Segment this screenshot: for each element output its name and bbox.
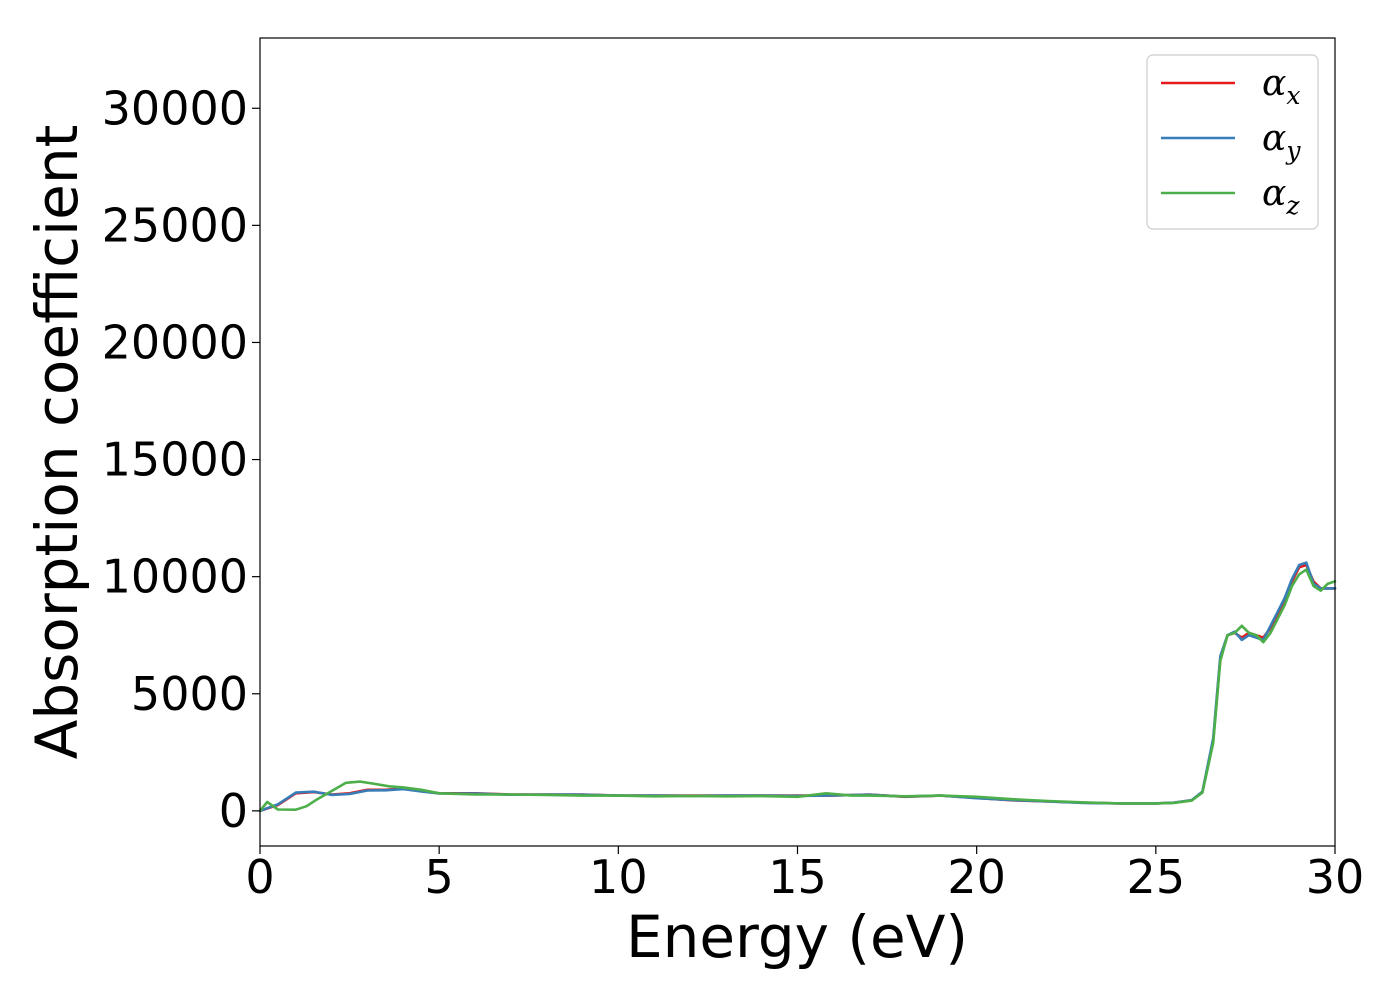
x-tick-label: 10 bbox=[589, 850, 648, 904]
y-axis-label: Absorption coefficient bbox=[23, 125, 91, 760]
x-axis-ticks: 0 5 10 15 20 25 30 bbox=[245, 846, 1364, 904]
y-tick-label: 5000 bbox=[131, 667, 248, 721]
y-tick-label: 30000 bbox=[102, 81, 248, 135]
x-axis-label: Energy (eV) bbox=[626, 903, 968, 971]
series-line-alpha-z bbox=[258, 568, 1337, 813]
legend-box bbox=[1146, 54, 1319, 230]
y-tick-label: 20000 bbox=[102, 315, 248, 369]
legend-subscript: z bbox=[1285, 191, 1300, 220]
x-tick-label: 30 bbox=[1306, 850, 1365, 904]
y-axis-ticks: 0 5000 10000 15000 20000 25000 30000 bbox=[102, 81, 260, 838]
x-tick-label: 0 bbox=[245, 850, 274, 904]
x-tick-label: 20 bbox=[947, 850, 1006, 904]
series-lines bbox=[258, 561, 1337, 813]
y-tick-label: 0 bbox=[219, 784, 248, 838]
y-tick-label: 25000 bbox=[102, 198, 248, 252]
y-tick-label: 10000 bbox=[102, 550, 248, 604]
x-tick-label: 15 bbox=[768, 850, 827, 904]
x-tick-label: 5 bbox=[425, 850, 454, 904]
y-tick-label: 15000 bbox=[102, 433, 248, 487]
x-tick-label: 25 bbox=[1127, 850, 1186, 904]
legend-subscript: y bbox=[1285, 136, 1301, 165]
legend-subscript: x bbox=[1286, 81, 1300, 110]
